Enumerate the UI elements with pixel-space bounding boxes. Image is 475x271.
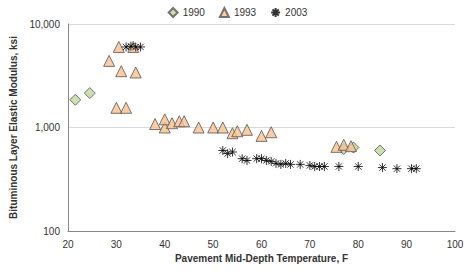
svg-text:30: 30: [111, 239, 123, 250]
svg-text:1990: 1990: [183, 7, 206, 18]
svg-text:60: 60: [256, 239, 268, 250]
svg-text:2003: 2003: [285, 7, 308, 18]
svg-text:Pavement Mid-Depth Temperature: Pavement Mid-Depth Temperature, F: [175, 253, 348, 264]
svg-text:20: 20: [62, 239, 74, 250]
svg-text:80: 80: [353, 239, 365, 250]
svg-text:70: 70: [304, 239, 316, 250]
svg-text:1,000: 1,000: [35, 122, 60, 133]
svg-text:1993: 1993: [234, 7, 257, 18]
svg-text:100: 100: [43, 226, 60, 237]
svg-text:Bituminous Layer Elastic Modul: Bituminous Layer Elastic Modulus, ksi: [8, 36, 19, 219]
svg-text:90: 90: [401, 239, 413, 250]
svg-text:40: 40: [159, 239, 171, 250]
svg-text:50: 50: [208, 239, 220, 250]
svg-text:100: 100: [447, 239, 464, 250]
svg-text:10,000: 10,000: [29, 19, 60, 30]
